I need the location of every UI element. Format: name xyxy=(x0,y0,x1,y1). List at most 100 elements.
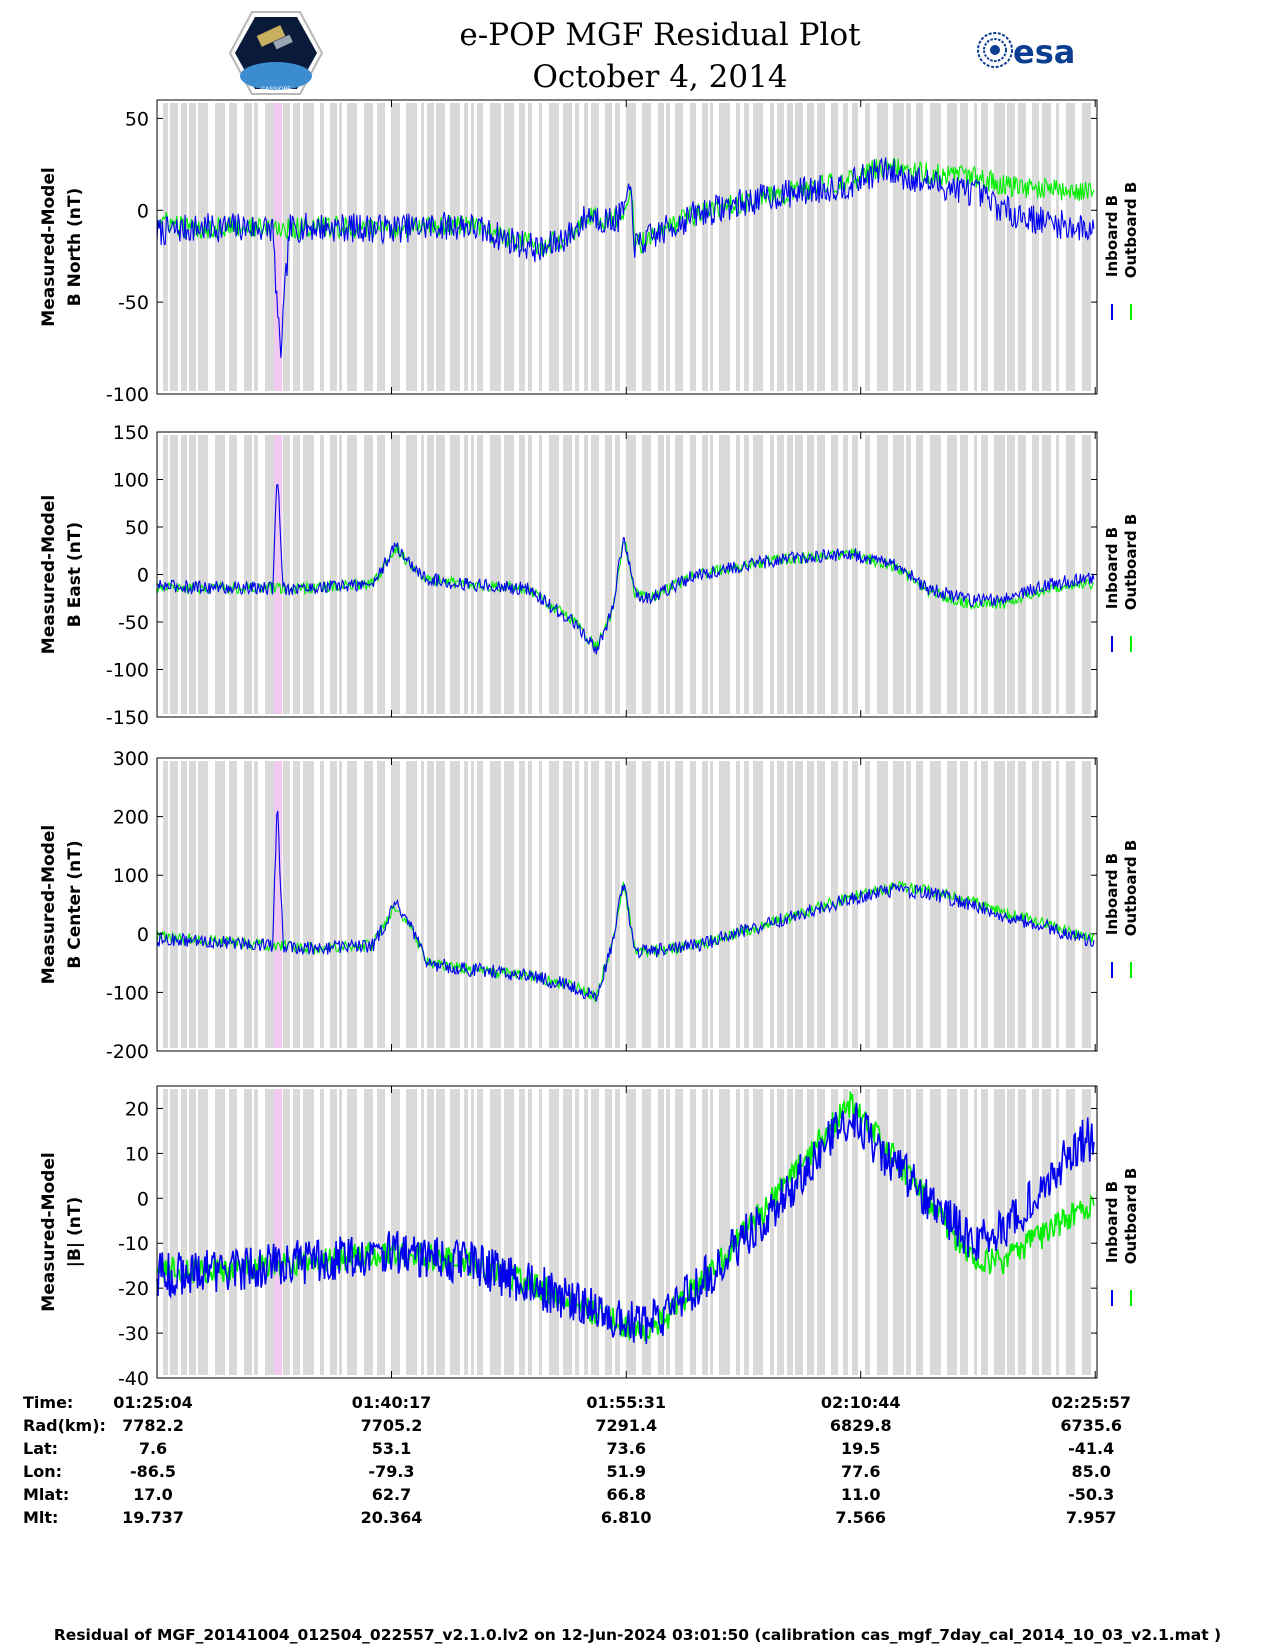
data-gap-band xyxy=(436,103,445,391)
data-gap-band xyxy=(744,435,749,714)
data-gap-band xyxy=(1018,1089,1026,1375)
plot-title-line2: October 4, 2014 xyxy=(532,59,788,95)
data-gap-band xyxy=(181,761,187,1048)
data-gap-band xyxy=(626,103,636,391)
data-gap-band xyxy=(960,103,968,391)
data-gap-band xyxy=(265,761,276,1048)
data-gap-band xyxy=(436,435,445,714)
data-gap-band xyxy=(893,761,904,1048)
data-gap-band xyxy=(865,103,870,391)
data-gap-band xyxy=(777,761,784,1048)
data-gap-band xyxy=(906,1089,911,1375)
data-gap-band xyxy=(1056,1089,1059,1375)
legend-label-inboard: Inboard B xyxy=(1103,853,1121,935)
data-gap-band xyxy=(974,435,977,714)
data-gap-band xyxy=(795,1089,803,1375)
y-tick-label: 100 xyxy=(113,865,149,887)
data-gap-band xyxy=(974,103,977,391)
y-tick-label: -100 xyxy=(106,384,149,406)
data-gap-band xyxy=(770,103,774,391)
data-gap-band xyxy=(504,1089,514,1375)
data-gap-band xyxy=(293,103,300,391)
data-gap-band xyxy=(916,435,923,714)
data-gap-band xyxy=(852,1089,858,1375)
table-cell: 7.566 xyxy=(835,1508,886,1527)
table-cell: 73.6 xyxy=(606,1439,645,1458)
y-tick-label: 0 xyxy=(137,565,149,587)
data-gap-band xyxy=(471,761,474,1048)
data-gap-band xyxy=(283,103,290,391)
data-gap-band xyxy=(843,435,848,714)
data-gap-band xyxy=(170,1089,178,1375)
data-gap-band xyxy=(1056,435,1059,714)
data-gap-band xyxy=(852,761,858,1048)
data-gap-band xyxy=(163,435,168,714)
data-gap-band xyxy=(170,435,178,714)
data-gap-band xyxy=(843,1089,848,1375)
table-cell: 20.364 xyxy=(361,1508,423,1527)
data-gap-band xyxy=(1066,103,1075,391)
table-row-label: Mlat: xyxy=(23,1485,69,1504)
data-gap-band xyxy=(974,1089,977,1375)
data-gap-band xyxy=(189,761,196,1048)
data-gap-band xyxy=(364,435,373,714)
y-tick-label: -20 xyxy=(118,1278,149,1300)
data-gap-band xyxy=(787,103,793,391)
data-gap-band xyxy=(330,103,337,391)
data-gap-band xyxy=(254,103,258,391)
data-gap-band xyxy=(229,103,237,391)
table-cell: 62.7 xyxy=(372,1485,411,1504)
data-gap-band xyxy=(906,761,911,1048)
series-line-inboard-b xyxy=(156,157,1095,358)
data-gap-shading xyxy=(163,1089,1091,1375)
table-cell: -41.4 xyxy=(1068,1439,1114,1458)
data-gap-band xyxy=(427,1089,434,1375)
data-gap-band xyxy=(702,103,708,391)
y-tick-label: -150 xyxy=(106,707,149,729)
data-gap-band xyxy=(490,435,501,714)
data-gap-band xyxy=(377,761,385,1048)
table-cell: 19.5 xyxy=(841,1439,880,1458)
table-cell: 77.6 xyxy=(841,1462,880,1481)
data-gap-band xyxy=(490,1089,501,1375)
data-gap-band xyxy=(563,1089,572,1375)
data-gap-band xyxy=(777,103,784,391)
data-gap-band xyxy=(504,761,514,1048)
y-axis-label-line1: Measured-Model xyxy=(39,167,59,326)
data-gap-band xyxy=(615,103,620,391)
data-gap-shading xyxy=(163,435,1091,714)
data-gap-band xyxy=(477,1089,483,1375)
data-gap-band xyxy=(181,1089,187,1375)
y-tick-label: -50 xyxy=(118,292,149,314)
data-gap-band xyxy=(427,103,434,391)
panel-frame xyxy=(156,757,1098,1052)
data-gap-band xyxy=(817,1089,825,1375)
data-gap-band xyxy=(1032,761,1039,1048)
legend: Inboard B Outboard B xyxy=(1103,1168,1140,1306)
data-gap-band xyxy=(539,1089,542,1375)
data-gap-band xyxy=(427,761,434,1048)
data-gap-band xyxy=(626,1089,636,1375)
data-gap-band xyxy=(464,1089,468,1375)
data-gap-band xyxy=(477,761,483,1048)
y-tick-label: 50 xyxy=(125,517,149,539)
data-gap-band xyxy=(666,435,670,714)
data-gap-band xyxy=(229,435,237,714)
data-gap-band xyxy=(1007,761,1015,1048)
data-gap-band xyxy=(930,1089,941,1375)
chart-panel-1: -100 -50 0 50 Measured-Model B North (nT) Inbo… xyxy=(39,99,1140,406)
data-gap-band xyxy=(994,435,1005,714)
data-gap-band xyxy=(303,1089,314,1375)
data-gap-band xyxy=(436,1089,445,1375)
data-gap-band xyxy=(265,1089,276,1375)
data-gap-band xyxy=(421,1089,424,1375)
data-gap-band xyxy=(198,761,208,1048)
chart-panel-4: -40 -30 -20 -10 0 10 20 Measured-Model |B| (nT) I… xyxy=(39,1085,1140,1390)
data-gap-band xyxy=(198,103,208,391)
data-gap-band xyxy=(981,435,988,714)
data-gap-band xyxy=(852,103,858,391)
y-tick-label: -50 xyxy=(118,612,149,634)
data-gap-band xyxy=(877,1089,888,1375)
data-gap-band xyxy=(215,761,225,1048)
table-row-label: Lat: xyxy=(23,1439,58,1458)
